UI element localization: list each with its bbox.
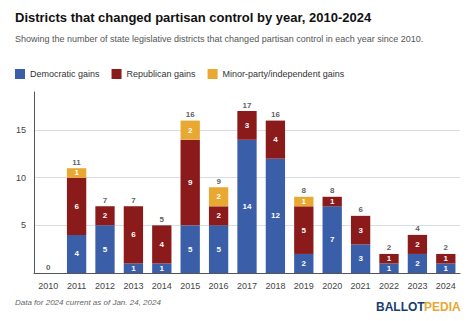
- svg-text:2010: 2010: [38, 281, 58, 291]
- svg-text:2019: 2019: [294, 281, 314, 291]
- svg-text:2: 2: [188, 126, 193, 135]
- svg-text:3: 3: [245, 121, 250, 130]
- svg-text:11: 11: [72, 158, 81, 167]
- svg-text:4: 4: [415, 224, 420, 233]
- svg-text:14: 14: [243, 202, 252, 211]
- svg-text:6: 6: [74, 202, 79, 211]
- svg-text:2: 2: [444, 243, 449, 252]
- svg-text:5: 5: [103, 245, 108, 254]
- svg-text:16: 16: [186, 110, 195, 119]
- svg-text:8: 8: [330, 186, 335, 195]
- svg-text:1: 1: [74, 168, 79, 177]
- svg-text:Republican gains: Republican gains: [127, 69, 197, 79]
- svg-text:2024: 2024: [436, 281, 456, 291]
- svg-text:4: 4: [74, 249, 79, 258]
- svg-text:2013: 2013: [123, 281, 143, 291]
- svg-text:2017: 2017: [237, 281, 257, 291]
- svg-text:12: 12: [271, 211, 280, 220]
- svg-text:5: 5: [21, 220, 26, 230]
- svg-text:2015: 2015: [180, 281, 200, 291]
- svg-text:5: 5: [302, 226, 307, 235]
- svg-text:Districts that changed partisa: Districts that changed partisan control …: [15, 10, 372, 25]
- svg-text:6: 6: [131, 230, 136, 239]
- svg-text:2: 2: [415, 240, 420, 249]
- svg-text:2: 2: [216, 192, 221, 201]
- svg-text:Data for 2024 current as of Ja: Data for 2024 current as of Jan. 24, 202…: [15, 298, 161, 307]
- svg-text:5: 5: [216, 245, 221, 254]
- svg-text:Showing the number of state le: Showing the number of state legislative …: [15, 34, 423, 44]
- svg-text:5: 5: [160, 215, 165, 224]
- svg-text:2021: 2021: [351, 281, 371, 291]
- svg-text:9: 9: [216, 177, 221, 186]
- svg-text:2018: 2018: [265, 281, 285, 291]
- svg-text:17: 17: [243, 101, 252, 110]
- svg-text:16: 16: [271, 110, 280, 119]
- svg-text:7: 7: [330, 235, 335, 244]
- svg-text:6: 6: [358, 205, 363, 214]
- svg-text:Minor-party/independent gains: Minor-party/independent gains: [223, 69, 345, 79]
- svg-text:1: 1: [160, 264, 165, 273]
- svg-text:15: 15: [16, 125, 26, 135]
- svg-text:1: 1: [330, 197, 335, 206]
- svg-text:7: 7: [103, 196, 108, 205]
- svg-text:1: 1: [131, 264, 136, 273]
- svg-text:1: 1: [444, 254, 449, 263]
- svg-text:5: 5: [188, 245, 193, 254]
- svg-text:3: 3: [358, 226, 363, 235]
- svg-text:2020: 2020: [322, 281, 342, 291]
- svg-text:1: 1: [302, 197, 307, 206]
- svg-text:2016: 2016: [209, 281, 229, 291]
- svg-text:10: 10: [16, 173, 26, 183]
- svg-text:PEDIA: PEDIA: [424, 300, 461, 314]
- svg-text:2022: 2022: [379, 281, 399, 291]
- svg-text:2: 2: [216, 211, 221, 220]
- svg-text:3: 3: [358, 254, 363, 263]
- svg-text:7: 7: [131, 196, 136, 205]
- svg-text:2: 2: [103, 211, 108, 220]
- svg-text:1: 1: [444, 264, 449, 273]
- svg-text:2: 2: [415, 259, 420, 268]
- svg-text:BALLOT: BALLOT: [376, 300, 425, 314]
- svg-text:9: 9: [188, 178, 193, 187]
- svg-text:2: 2: [302, 259, 307, 268]
- svg-text:2014: 2014: [152, 281, 172, 291]
- svg-text:4: 4: [160, 240, 165, 249]
- svg-text:1: 1: [387, 254, 392, 263]
- svg-text:Democratic gains: Democratic gains: [30, 69, 100, 79]
- svg-text:4: 4: [273, 135, 278, 144]
- svg-text:1: 1: [387, 264, 392, 273]
- svg-text:8: 8: [302, 186, 307, 195]
- svg-text:0: 0: [46, 263, 51, 272]
- svg-text:2: 2: [387, 243, 392, 252]
- svg-text:2023: 2023: [407, 281, 427, 291]
- svg-text:2011: 2011: [67, 281, 86, 291]
- svg-text:2012: 2012: [95, 281, 115, 291]
